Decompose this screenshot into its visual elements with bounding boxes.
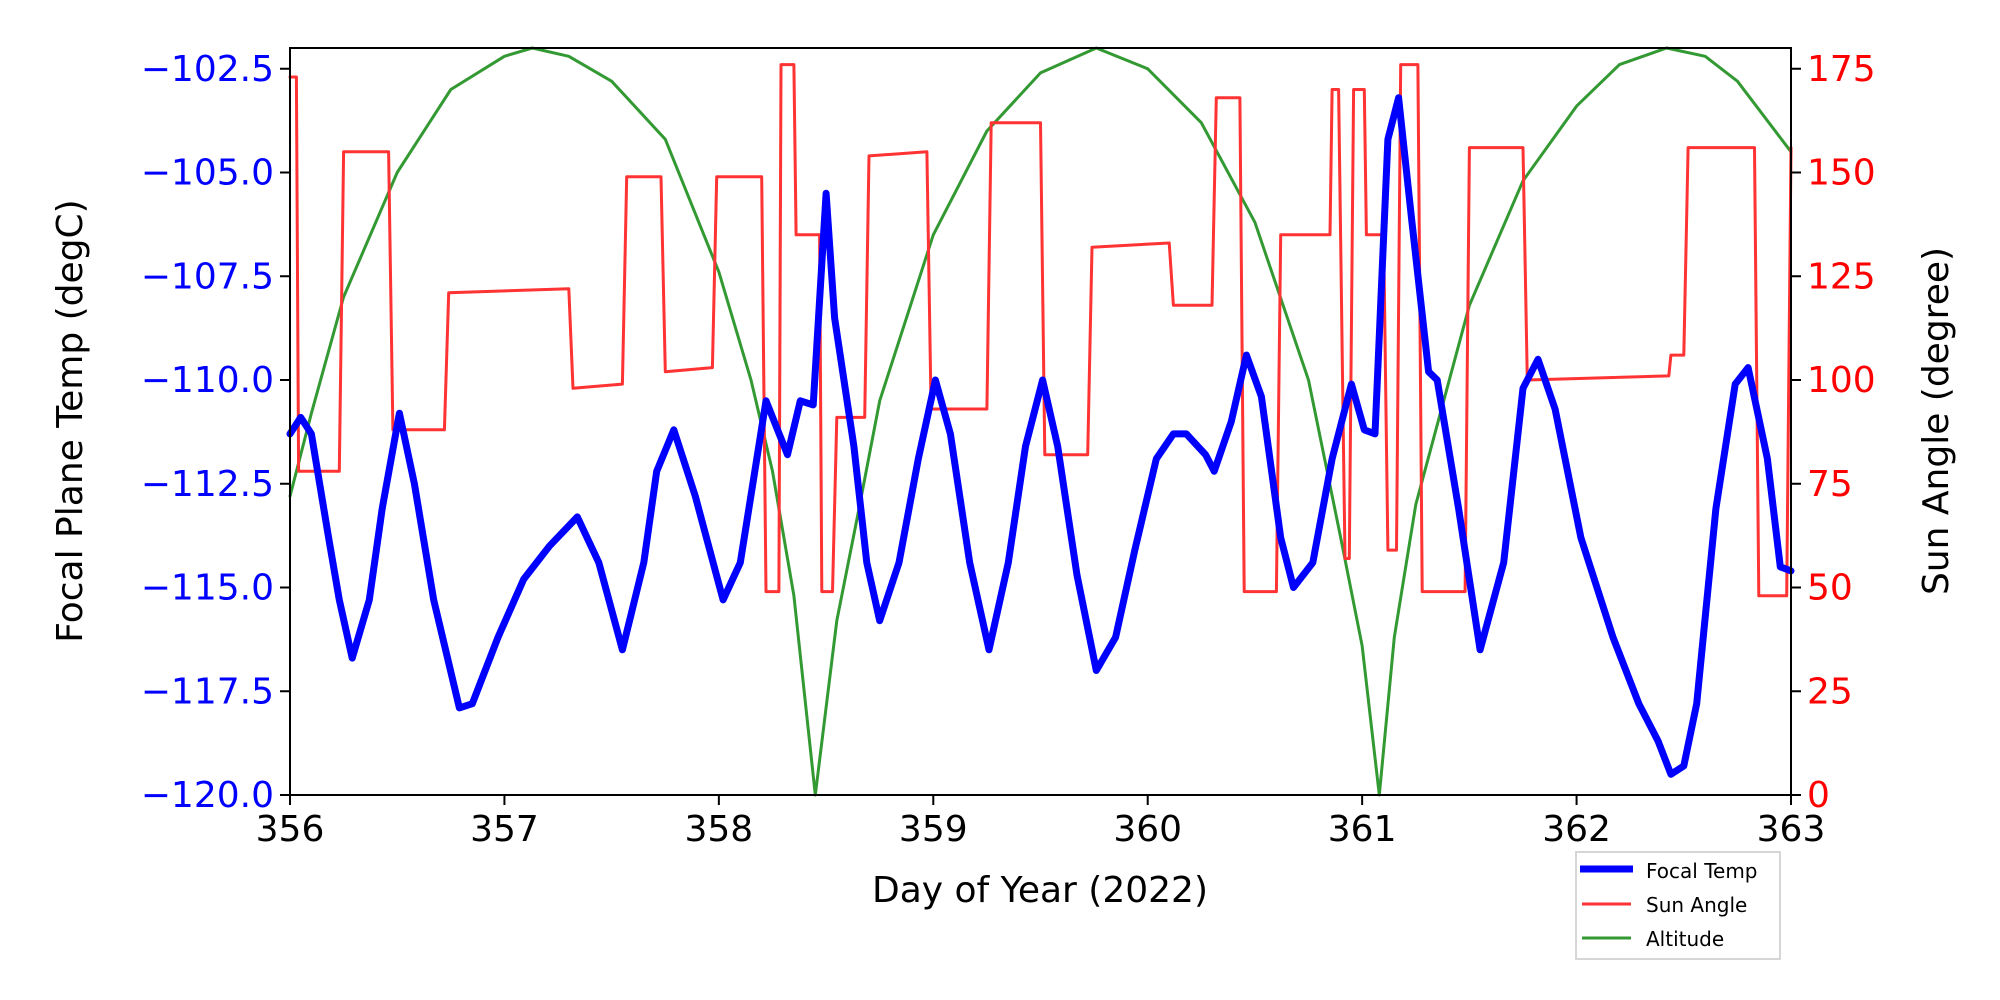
x-tick-label: 356 <box>256 809 325 850</box>
legend-label-altitude: Altitude <box>1646 927 1724 951</box>
y-left-tick-label: −115.0 <box>141 568 274 609</box>
y-left-tick-label: −105.0 <box>141 153 274 194</box>
series-layer <box>286 46 1795 797</box>
y-left-tick-label: −110.0 <box>141 360 274 401</box>
x-axis-label: Day of Year (2022) <box>872 870 1208 911</box>
x-tick-label: 360 <box>1113 809 1182 850</box>
y-right-axis-label: Sun Angle (degree) <box>1916 247 1957 595</box>
x-tick-label: 358 <box>684 809 753 850</box>
y-right-tick-label: 150 <box>1807 153 1876 194</box>
sun-angle-line <box>288 63 1793 598</box>
legend: Focal Temp Sun Angle Altitude <box>1575 851 1781 960</box>
y-left-tick-label: −117.5 <box>141 671 274 712</box>
legend-label-sun-angle: Sun Angle <box>1646 893 1747 917</box>
axes-layer: 356 357 358 359 360 361 362 363 −120.0 −117.5 −115… <box>141 49 1876 850</box>
x-tick-label: 361 <box>1328 809 1397 850</box>
y-right-tick-label: 25 <box>1807 671 1853 712</box>
y-right-tick-label: 175 <box>1807 49 1876 90</box>
y-right-tick-label: 100 <box>1807 360 1876 401</box>
y-left-tick-label: −112.5 <box>141 464 274 505</box>
x-tick-label: 362 <box>1542 809 1611 850</box>
legend-label-focal-temp: Focal Temp <box>1646 859 1758 883</box>
plot-frame <box>289 47 1792 796</box>
y-left-tick-label: −102.5 <box>141 49 274 90</box>
x-tick-label: 357 <box>470 809 539 850</box>
y-left-tick-label: −107.5 <box>141 256 274 297</box>
y-right-tick-label: 0 <box>1807 775 1830 816</box>
altitude-line <box>288 46 1793 797</box>
y-right-tick-label: 125 <box>1807 256 1876 297</box>
y-left-axis-label: Focal Plane Temp (degC) <box>50 199 91 642</box>
y-left-tick-label: −120.0 <box>141 775 274 816</box>
y-right-tick-label: 50 <box>1807 568 1853 609</box>
x-tick-label: 363 <box>1757 809 1826 850</box>
y-right-tick-label: 75 <box>1807 464 1853 505</box>
x-tick-label: 359 <box>899 809 968 850</box>
focal-temp-line <box>286 94 1795 778</box>
